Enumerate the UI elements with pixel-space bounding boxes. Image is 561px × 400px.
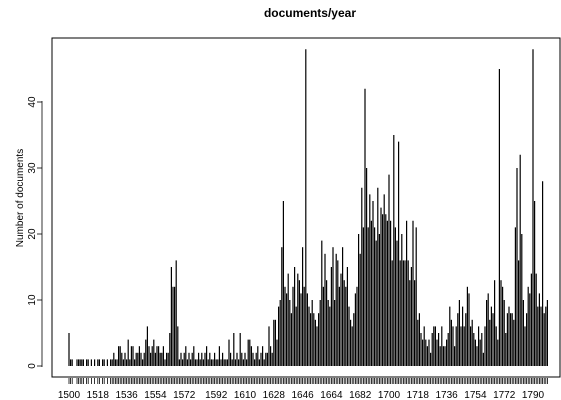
x-tick-label: 1736 (435, 390, 458, 400)
x-tick-label: 1518 (87, 390, 110, 400)
x-tick-label: 1536 (115, 390, 138, 400)
y-tick-label: 30 (27, 162, 38, 174)
x-tick-label: 1772 (493, 390, 516, 400)
y-tick-label: 0 (27, 363, 38, 369)
y-tick-label: 10 (27, 294, 38, 306)
x-tick-label: 1682 (349, 390, 372, 400)
x-tick-label: 1592 (205, 390, 228, 400)
plot-frame (51, 37, 561, 378)
x-tick-label: 1664 (320, 390, 343, 400)
x-tick-label: 1718 (407, 390, 430, 400)
x-tick-label: 1754 (464, 390, 487, 400)
x-tick-label: 1572 (173, 390, 196, 400)
x-tick-label: 1628 (263, 390, 286, 400)
y-tick-label: 40 (27, 96, 38, 108)
x-axis: 1500 1518 1536 1554 1572 1592 1610 1628 1646 1664… (58, 378, 548, 400)
x-tick-label: 1700 (378, 390, 401, 400)
y-axis-label: Number of documents (15, 149, 26, 247)
x-tick-label: 1610 (234, 390, 257, 400)
x-tick-label: 1790 (522, 390, 545, 400)
y-axis: 0 10 20 30 40 (27, 96, 42, 369)
x-tick-label: 1554 (144, 390, 167, 400)
y-tick-label: 20 (27, 228, 38, 240)
bars (68, 49, 549, 366)
x-tick-label: 1500 (58, 390, 81, 400)
x-tick-label: 1646 (291, 390, 314, 400)
chart-title: documents/year (264, 6, 356, 20)
